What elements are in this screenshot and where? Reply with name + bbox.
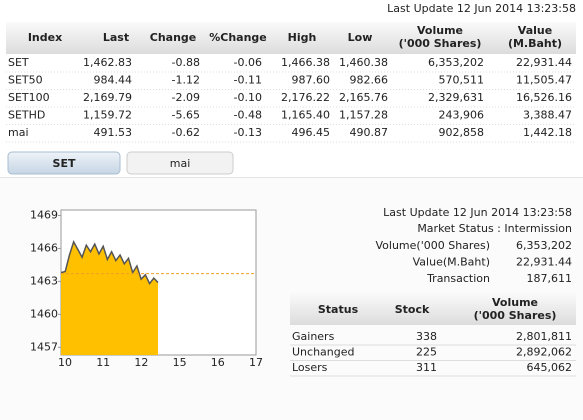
status-label: Unchanged [292, 346, 355, 359]
tab-active[interactable] [7, 151, 121, 175]
tab[interactable] [126, 151, 234, 175]
market-status: Market Status : Intermission [417, 222, 572, 235]
index-name: mai [8, 126, 29, 139]
cell: 2,165.76 [339, 91, 388, 104]
column-header: ('000 Shares) [399, 37, 482, 50]
cell: 243,906 [439, 109, 485, 122]
column-header: Stock [395, 303, 430, 316]
y-tick-label: 1469 [30, 208, 58, 221]
index-name: SET [8, 56, 29, 69]
status-label: Gainers [292, 330, 335, 343]
column-header: Volume [492, 296, 538, 309]
column-header: Change [150, 31, 197, 44]
last-update: Last Update 12 Jun 2014 13:23:58 [387, 2, 576, 15]
cell: -5.65 [172, 109, 200, 122]
table-header-bg [6, 22, 576, 54]
area [61, 241, 158, 355]
tab-label: mai [170, 157, 191, 170]
column-header: Status [318, 303, 359, 316]
volume: 2,801,811 [516, 330, 572, 343]
line [60, 239, 159, 286]
stock-count: 338 [416, 330, 437, 343]
y-tick-label: 1463 [30, 274, 58, 287]
index-name: SET100 [8, 91, 50, 104]
x-tick-label: 16 [211, 356, 225, 369]
x-tick-label: 11 [96, 356, 110, 369]
summary-label: Transaction [426, 272, 490, 285]
tab-label: SET [53, 157, 76, 170]
y-tick-label: 1466 [30, 241, 58, 254]
cell: 1,462.83 [83, 56, 132, 69]
cell: 1,157.28 [339, 109, 388, 122]
stock-count: 311 [416, 361, 437, 374]
cell: 987.60 [292, 74, 331, 87]
cell: -2.09 [172, 91, 200, 104]
volume: 2,892,062 [516, 346, 572, 359]
cell: -1.12 [172, 74, 200, 87]
volume: 645,062 [527, 361, 573, 374]
cell: 2,169.79 [83, 91, 132, 104]
column-header: %Change [209, 31, 267, 44]
index-name: SETHD [8, 109, 45, 122]
x-tick-label: 15 [173, 356, 187, 369]
cell: 2,329,631 [428, 91, 484, 104]
column-header: High [288, 31, 317, 44]
cell: 490.87 [350, 126, 389, 139]
cell: 22,931.44 [516, 56, 572, 69]
cell: 1,159.72 [83, 109, 132, 122]
last-update: Last Update 12 Jun 2014 13:23:58 [383, 206, 572, 219]
column-header: (M.Baht) [508, 37, 562, 50]
summary-label: Volume('000 Shares) [376, 239, 491, 252]
cell: -0.62 [172, 126, 200, 139]
status-label: Losers [292, 361, 328, 374]
cell: 11,505.47 [516, 74, 572, 87]
stock-count: 225 [416, 346, 437, 359]
summary-value: 187,611 [527, 272, 573, 285]
column-header: Low [348, 31, 373, 44]
cell: 1,460.38 [339, 56, 388, 69]
cell: 1,165.40 [281, 109, 330, 122]
status-header-bg [290, 293, 576, 325]
summary-value: 22,931.44 [516, 256, 572, 269]
cell: -0.11 [234, 74, 262, 87]
cell: -0.10 [234, 91, 262, 104]
x-tick-label: 12 [134, 356, 148, 369]
cell: -0.06 [234, 56, 262, 69]
cell: 570,511 [439, 74, 485, 87]
cell: 6,353,202 [428, 56, 484, 69]
cell: 16,526.16 [516, 91, 572, 104]
cell: -0.13 [234, 126, 262, 139]
cell: 2,176.22 [281, 91, 330, 104]
cell: 496.45 [292, 126, 331, 139]
column-header: Last [103, 31, 129, 44]
cell: 902,858 [439, 126, 485, 139]
cell: -0.88 [172, 56, 200, 69]
cell: 1,442.18 [523, 126, 572, 139]
column-header: Volume [417, 24, 463, 37]
cell: 1,466.38 [281, 56, 330, 69]
column-header: Index [28, 31, 62, 44]
column-header: Value [518, 24, 552, 37]
cell: 3,388.47 [523, 109, 572, 122]
y-tick-label: 1457 [30, 340, 58, 353]
column-header: ('000 Shares) [474, 309, 557, 322]
cell: -0.48 [234, 109, 262, 122]
cell: 984.44 [94, 74, 133, 87]
y-tick-label: 1460 [30, 307, 58, 320]
x-tick-label: 10 [58, 356, 72, 369]
summary-value: 6,353,202 [516, 239, 572, 252]
cell: 982.66 [350, 74, 389, 87]
summary-label: Value(M.Baht) [413, 256, 490, 269]
cell: 491.53 [94, 126, 133, 139]
index-name: SET50 [8, 74, 43, 87]
x-tick-label: 17 [249, 356, 263, 369]
